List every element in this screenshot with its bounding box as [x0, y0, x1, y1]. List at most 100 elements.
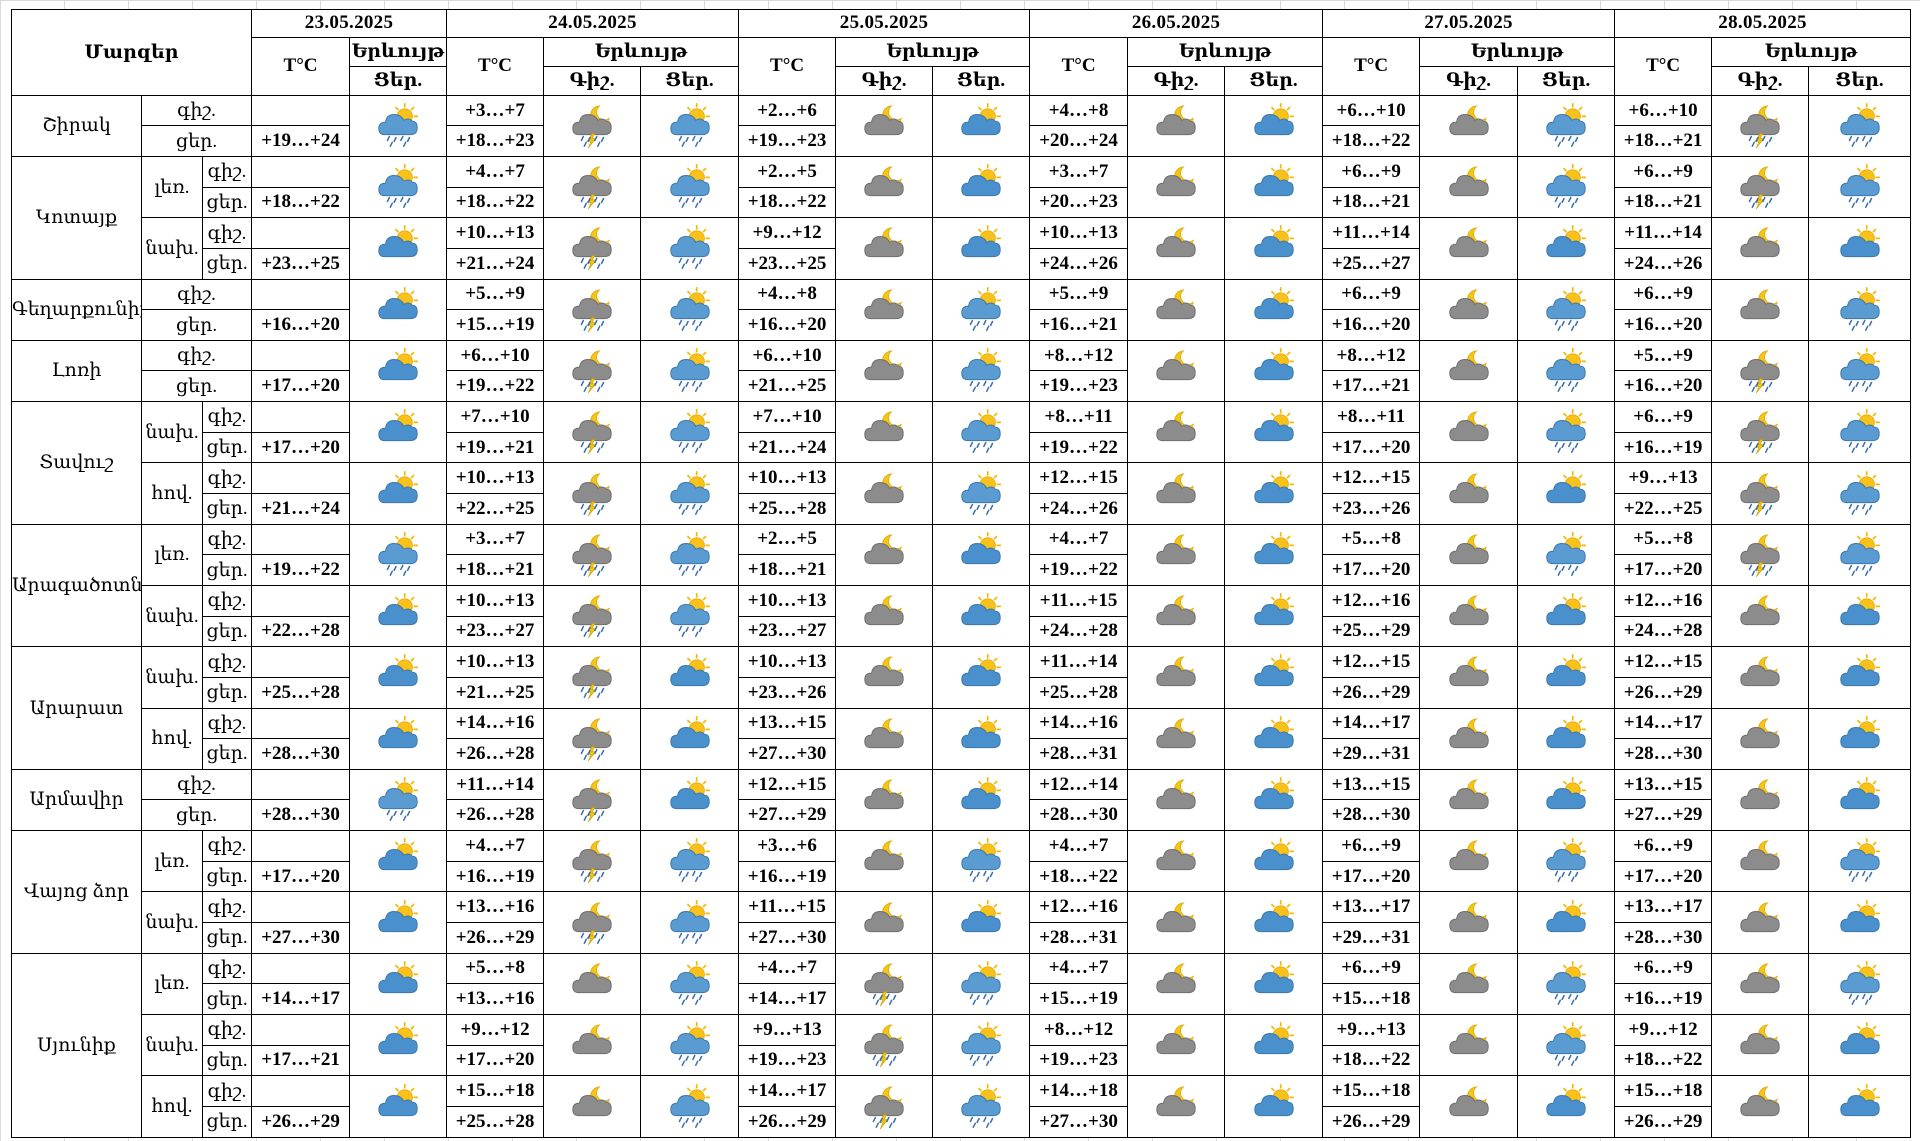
moon-behind-cloud-icon: [1419, 952, 1519, 1015]
moon-behind-cloud-icon: [864, 534, 904, 564]
sun-behind-cloud-icon: [1253, 470, 1294, 503]
date-header: 24.05.2025: [446, 9, 740, 38]
moon-behind-cloud-icon: [1448, 105, 1489, 135]
night-label: գիշ.: [201, 646, 253, 678]
terrain-label: լեռ.: [141, 952, 203, 1015]
sun-behind-cloud-icon: [932, 217, 1031, 280]
sun-behind-cloud-icon: [1253, 776, 1294, 810]
moon-behind-cloud-icon: [1156, 289, 1196, 319]
moon-behind-cloud-icon: [835, 523, 934, 586]
night-temp: +13…+15: [1322, 768, 1421, 801]
night-temp: +14…+17: [1322, 707, 1421, 740]
sun-cloud-rain-icon: [378, 531, 419, 576]
moon-behind-cloud-icon: [1711, 1075, 1810, 1138]
sun-behind-cloud-icon: [1839, 593, 1880, 626]
sun-behind-cloud-icon: [349, 401, 448, 464]
night-temp: +5…+9: [1029, 278, 1129, 311]
day-temp: +18…+22: [1029, 860, 1129, 893]
thunderstorm-cloud-icon: [543, 707, 642, 770]
moon-behind-cloud-icon: [1419, 768, 1519, 832]
sun-cloud-rain-icon: [961, 348, 1002, 392]
night-temp: +11…+15: [738, 891, 837, 923]
thunderstorm-cloud-icon: [572, 718, 612, 761]
night-temp: +5…+9: [1614, 339, 1713, 372]
moon-behind-cloud-icon: [1740, 656, 1780, 687]
moon-behind-cloud-icon: [1127, 768, 1226, 832]
sun-cloud-rain-icon: [961, 838, 1002, 883]
sun-cloud-rain-icon: [1839, 286, 1880, 331]
night-temp: +12…+16: [1029, 891, 1129, 923]
sun-cloud-rain-icon: [669, 899, 710, 944]
sun-cloud-rain-icon: [1546, 960, 1587, 1005]
sun-behind-cloud-icon: [1253, 102, 1294, 135]
thunderstorm-cloud-icon: [572, 656, 612, 700]
day-temp: +21…+25: [446, 676, 545, 709]
sun-behind-cloud-icon: [1839, 1083, 1880, 1116]
night-temp: +7…+10: [446, 401, 545, 433]
sun-cloud-rain-icon: [349, 768, 448, 832]
region-name: Լոռի: [11, 339, 142, 403]
moon-behind-cloud-icon: [1127, 278, 1226, 341]
day-col-header: Ցեր.: [1808, 65, 1911, 96]
night-label: գիշ.: [201, 462, 253, 495]
sun-behind-cloud-icon: [378, 654, 419, 687]
day-label: ցեր.: [140, 370, 253, 403]
sun-cloud-rain-icon: [640, 584, 740, 648]
night-temp: +4…+7: [446, 155, 545, 188]
temp-col-header: T°C: [738, 36, 837, 96]
moon-behind-cloud-icon: [864, 350, 904, 381]
sun-behind-cloud-icon: [1224, 1013, 1324, 1077]
moon-behind-cloud-icon: [1711, 217, 1810, 280]
moon-behind-cloud-icon: [1448, 1024, 1489, 1055]
thunderstorm-cloud-icon: [864, 1085, 904, 1129]
day-temp: +18…+22: [738, 186, 837, 219]
thunderstorm-cloud-icon: [835, 1013, 934, 1077]
day-temp: +22…+28: [251, 615, 351, 648]
night-temp: +6…+9: [1614, 830, 1713, 862]
day-temp: +25…+28: [446, 1105, 545, 1139]
sun-cloud-rain-icon: [1839, 164, 1880, 209]
thunderstorm-cloud-icon: [572, 411, 612, 455]
sun-behind-cloud-icon: [1224, 830, 1324, 893]
temp-col-header: T°C: [446, 36, 545, 96]
moon-behind-cloud-icon: [1156, 840, 1196, 871]
night-temp: +13…+15: [738, 707, 837, 740]
moon-behind-cloud-icon: [1448, 901, 1489, 932]
sun-behind-cloud-icon: [1253, 1022, 1294, 1055]
day-temp: +17…+21: [1322, 370, 1421, 403]
sun-cloud-rain-icon: [1808, 278, 1911, 341]
night-temp: +4…+8: [1029, 94, 1129, 127]
moon-behind-cloud-icon: [1156, 411, 1196, 442]
day-temp: +19…+22: [1029, 554, 1129, 586]
date-header: 27.05.2025: [1322, 9, 1616, 38]
day-temp: +28…+30: [1029, 799, 1129, 832]
night-col-header: Գիշ.: [1711, 65, 1810, 96]
day-temp: +16…+19: [1614, 431, 1713, 464]
moon-behind-cloud-icon: [1711, 646, 1810, 709]
moon-behind-cloud-icon: [1448, 963, 1489, 993]
moon-behind-cloud-icon: [1156, 105, 1196, 135]
day-temp: +17…+20: [251, 431, 351, 464]
table-row: ցեր. +25…+28 +21…+25 +23…+26 +25…+28 +26…+29 +…: [12, 676, 1911, 709]
sun-cloud-rain-icon: [961, 470, 1002, 515]
moon-behind-cloud-icon: [1740, 227, 1780, 258]
table-row: Լոռի գիշ. +6…+10 +6…+10 +8…+12 +8…+12 +5…+9: [11, 339, 1911, 403]
sun-behind-cloud-icon: [1808, 768, 1911, 832]
night-temp: +11…+14: [1322, 217, 1421, 249]
moon-behind-cloud-icon: [1156, 963, 1196, 993]
sun-behind-cloud-icon: [349, 339, 448, 403]
moon-behind-cloud-icon: [835, 646, 934, 709]
date-header: 28.05.2025: [1614, 9, 1911, 38]
sun-cloud-rain-icon: [961, 286, 1002, 331]
sun-behind-cloud-icon: [349, 584, 448, 648]
night-temp: +6…+9: [1322, 155, 1421, 188]
sun-cloud-rain-icon: [932, 952, 1031, 1015]
night-temp: +9…+13: [1614, 462, 1713, 495]
moon-behind-cloud-icon: [1127, 1075, 1226, 1138]
day-label: ցեր.: [201, 738, 253, 770]
night-temp: +10…+13: [446, 217, 545, 249]
night-temp: +13…+15: [1614, 768, 1713, 801]
night-temp: +6…+9: [1614, 952, 1713, 985]
night-label: գիշ.: [201, 155, 253, 188]
table-row: Սյունիք լեռ. գիշ. +5…+8 +4…+7 +4…+7 +6…+9 +6…+9: [11, 952, 1911, 1139]
